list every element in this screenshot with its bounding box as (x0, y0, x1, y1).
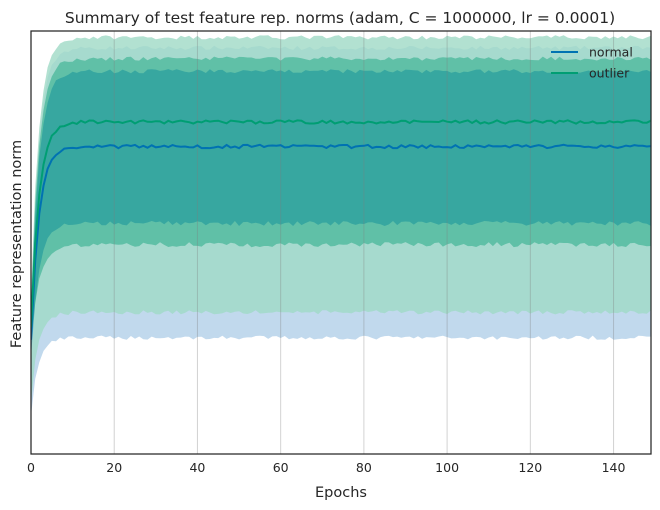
chart-title: Summary of test feature rep. norms (adam… (65, 9, 615, 27)
x-ticks: 0 20 40 60 80 100 120 140 (27, 460, 626, 475)
x-tick-label: 140 (602, 460, 626, 475)
x-tick-label: 120 (518, 460, 542, 475)
x-tick-label: 20 (106, 460, 122, 475)
inner-band-normal (31, 69, 651, 357)
plot-area (30, 30, 652, 455)
axes-frame (30, 30, 652, 455)
series-line-normal (31, 143, 651, 340)
series-line-outlier (31, 119, 651, 328)
x-tick-label: 40 (189, 460, 205, 475)
legend: normal outlier (551, 45, 633, 81)
legend-label-outlier: outlier (589, 66, 630, 81)
inner-band-outlier (31, 56, 651, 344)
series-layer (31, 31, 651, 454)
y-axis-label: Feature representation norm (9, 140, 25, 348)
outer-band-outlier (31, 35, 651, 404)
x-axis-label: Epochs (315, 485, 367, 501)
legend-label-normal: normal (589, 45, 633, 60)
x-tick-label: 0 (27, 460, 35, 475)
x-tick-label: 60 (273, 460, 289, 475)
x-tick-label: 80 (356, 460, 372, 475)
x-tick-label: 100 (435, 460, 459, 475)
